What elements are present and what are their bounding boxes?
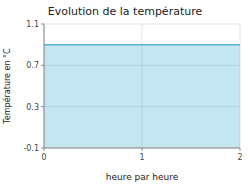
line bbox=[44, 44, 240, 46]
grid-line-x bbox=[44, 24, 45, 148]
y-tick-label: 0.3 bbox=[26, 103, 39, 112]
y-tick-label: 0.7 bbox=[26, 61, 39, 70]
y-tick bbox=[41, 106, 44, 107]
y-tick bbox=[41, 65, 44, 66]
title: Evolution de la température bbox=[48, 5, 203, 18]
x-axis-label: heure par heure bbox=[106, 172, 179, 182]
plot-area bbox=[44, 45, 240, 148]
area bbox=[44, 45, 240, 148]
x-tick-label: 1 bbox=[139, 153, 144, 162]
y-tick bbox=[41, 24, 44, 25]
y-axis-label: Température en °C bbox=[2, 48, 12, 125]
grid bbox=[44, 24, 240, 148]
x-tick-label: 0 bbox=[41, 153, 46, 162]
x-tick bbox=[142, 148, 143, 151]
x-tick bbox=[240, 148, 241, 151]
y-axis-line bbox=[44, 24, 45, 148]
y-tick-label: 1.1 bbox=[26, 20, 39, 29]
x-tick-label: 2 bbox=[237, 153, 242, 162]
axes: 0 1 2 -0.1 0.3 0.7 1.1 bbox=[23, 20, 242, 162]
y-tick-label: -0.1 bbox=[23, 144, 39, 153]
y-tick bbox=[41, 148, 44, 149]
chart: 0 1 2 -0.1 0.3 0.7 1.1 heure par heure Températu… bbox=[0, 0, 250, 188]
